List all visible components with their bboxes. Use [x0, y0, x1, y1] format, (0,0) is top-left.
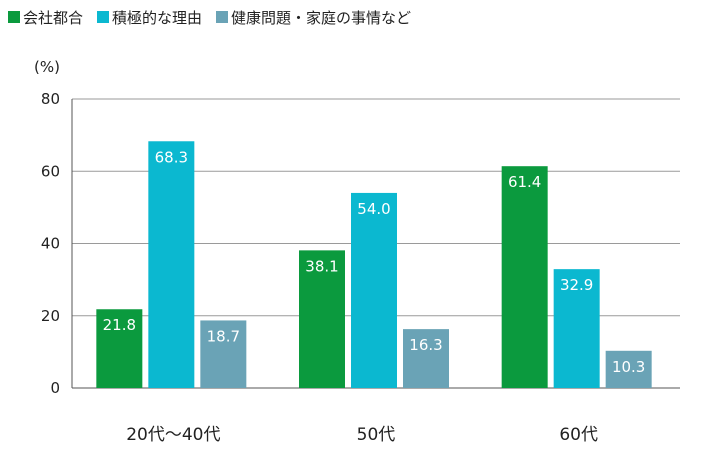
bar-2-1 — [553, 269, 600, 388]
bar-1-0 — [299, 250, 345, 388]
data-label-1-0: 38.1 — [305, 257, 338, 275]
legend-item-0: 会社都合 — [8, 7, 83, 28]
legend-swatch-2 — [216, 11, 229, 23]
y-tick-label-0: 0 — [50, 379, 60, 397]
bar-2-2 — [605, 350, 652, 388]
bar-0-1 — [148, 141, 195, 388]
x-category-label-0: 20代〜40代 — [126, 425, 220, 445]
y-tick-label-60: 60 — [41, 162, 60, 180]
legend-label-2: 健康問題・家庭の事情など — [231, 8, 412, 27]
x-category-label-1: 50代 — [357, 425, 396, 445]
y-tick-label-40: 40 — [41, 235, 60, 253]
data-label-2-2: 10.3 — [612, 358, 645, 376]
legend-item-1: 積極的な理由 — [97, 7, 202, 28]
y-axis-unit-label: (%) — [34, 58, 60, 76]
legend-item-2: 健康問題・家庭の事情など — [216, 7, 411, 28]
bar-1-2 — [403, 329, 449, 388]
data-label-2-1: 32.9 — [560, 276, 593, 294]
data-label-0-0: 21.8 — [103, 316, 136, 334]
data-label-0-2: 18.7 — [207, 327, 240, 345]
bar-2-0 — [501, 166, 548, 388]
bar-0-2 — [200, 320, 247, 388]
data-label-2-0: 61.4 — [508, 173, 541, 191]
data-label-1-2: 16.3 — [409, 336, 442, 354]
legend-label-1: 積極的な理由 — [112, 8, 203, 27]
legend-label-0: 会社都合 — [23, 8, 84, 27]
data-label-0-1: 68.3 — [155, 148, 188, 166]
legend-swatch-1 — [97, 11, 110, 23]
y-tick-label-80: 80 — [41, 90, 60, 108]
bar-1-1 — [351, 192, 397, 388]
legend-swatch-0 — [8, 11, 20, 23]
x-category-label-2: 60代 — [559, 425, 598, 445]
bar-0-0 — [96, 309, 143, 388]
data-label-1-1: 54.0 — [357, 200, 390, 218]
y-tick-label-20: 20 — [41, 307, 60, 325]
chart-legend: 会社都合 積極的な理由 健康問題・家庭の事情など — [8, 6, 411, 28]
